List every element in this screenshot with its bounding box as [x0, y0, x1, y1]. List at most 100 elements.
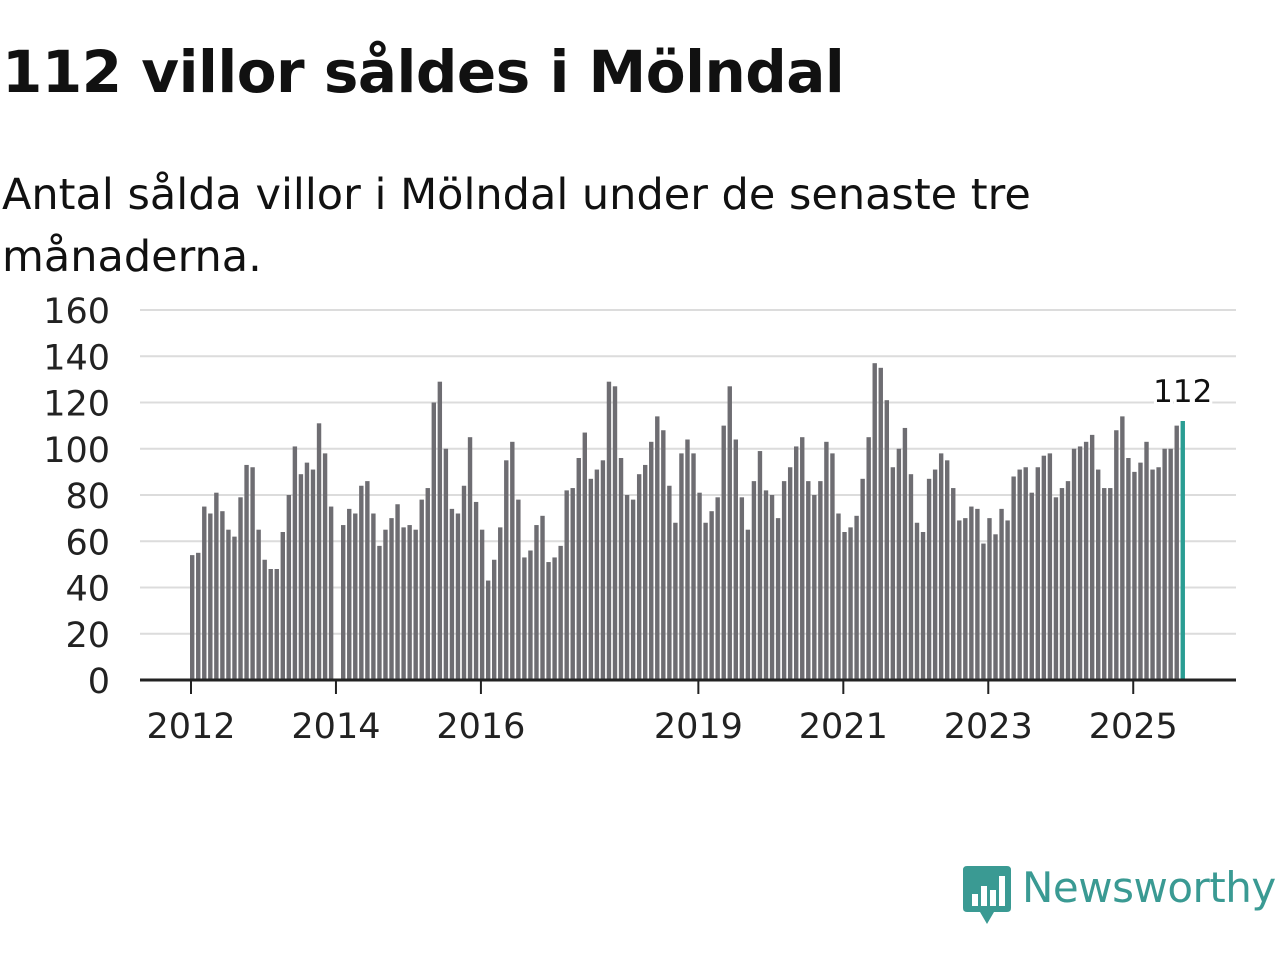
- bar: [462, 486, 466, 680]
- bar: [293, 446, 297, 680]
- bar: [915, 523, 919, 680]
- bar: [1108, 488, 1112, 680]
- bar: [625, 495, 629, 680]
- bar: [619, 458, 623, 680]
- bar: [583, 433, 587, 680]
- bar: [311, 470, 315, 680]
- y-axis-tick-labels: 020406080100120140160: [43, 292, 110, 702]
- bar: [897, 449, 901, 680]
- x-tick-label: 2014: [291, 707, 380, 747]
- bar: [1126, 458, 1130, 680]
- y-tick-label: 40: [65, 570, 110, 610]
- bar: [510, 442, 514, 680]
- bar: [1102, 488, 1106, 680]
- bar: [987, 518, 991, 680]
- bar: [305, 463, 309, 680]
- bar: [468, 437, 472, 680]
- bar: [722, 426, 726, 680]
- newsworthy-logo-icon: [962, 862, 1012, 926]
- bar: [842, 532, 846, 680]
- bar: [1132, 472, 1136, 680]
- bar: [250, 467, 254, 680]
- bar: [353, 514, 357, 681]
- bar: [214, 493, 218, 680]
- bar: [1024, 467, 1028, 680]
- bar: [323, 453, 327, 680]
- bar: [1011, 477, 1015, 681]
- bar: [341, 525, 345, 680]
- bar: [824, 442, 828, 680]
- bar: [643, 465, 647, 680]
- bar: [734, 440, 738, 681]
- bar: [190, 555, 194, 680]
- bar: [571, 488, 575, 680]
- bar: [540, 516, 544, 680]
- bar: [703, 523, 707, 680]
- bar: [1090, 435, 1094, 680]
- bar: [1060, 488, 1064, 680]
- bar: [522, 557, 526, 680]
- bar: [383, 530, 387, 680]
- y-tick-label: 80: [65, 477, 110, 517]
- bar: [921, 532, 925, 680]
- bar: [679, 453, 683, 680]
- bar: [1114, 430, 1118, 680]
- bar: [1054, 497, 1058, 680]
- bar: [281, 532, 285, 680]
- bar: [534, 525, 538, 680]
- bar: [691, 453, 695, 680]
- bar: [1017, 470, 1021, 680]
- bar: [287, 495, 291, 680]
- bar: [800, 437, 804, 680]
- bar: [933, 470, 937, 680]
- bar: [957, 520, 961, 680]
- bar: [903, 428, 907, 680]
- bar: [1048, 453, 1052, 680]
- bar: [413, 530, 417, 680]
- bar: [752, 481, 756, 680]
- bar: [1156, 467, 1160, 680]
- bar: [975, 509, 979, 680]
- bar: [1030, 493, 1034, 680]
- bar: [788, 467, 792, 680]
- bar: [1144, 442, 1148, 680]
- x-tick-label: 2012: [146, 707, 235, 747]
- bar: [764, 490, 768, 680]
- bar: [474, 502, 478, 680]
- bar: [782, 481, 786, 680]
- bar: [673, 523, 677, 680]
- y-tick-label: 140: [43, 338, 110, 378]
- bar: [1072, 449, 1076, 680]
- bar: [299, 474, 303, 680]
- bar: [480, 530, 484, 680]
- bar: [685, 440, 689, 681]
- bar: [1138, 463, 1142, 680]
- bar: [1120, 416, 1124, 680]
- bar: [546, 562, 550, 680]
- x-tick-label: 2021: [799, 707, 888, 747]
- newsworthy-logo: Newsworthy: [962, 862, 1276, 928]
- bar: [649, 442, 653, 680]
- bar: [1175, 426, 1179, 680]
- bar: [854, 516, 858, 680]
- bar: [359, 486, 363, 680]
- bar: [395, 504, 399, 680]
- bar: [401, 527, 405, 680]
- bar: [589, 479, 593, 680]
- bar: [607, 382, 611, 680]
- y-tick-label: 160: [43, 292, 110, 332]
- bar: [1042, 456, 1046, 680]
- bar: [432, 403, 436, 681]
- bar: [848, 527, 852, 680]
- bar: [347, 509, 351, 680]
- bars: [190, 363, 1185, 680]
- x-tick-label: 2025: [1089, 707, 1178, 747]
- bar: [256, 530, 260, 680]
- bar: [613, 386, 617, 680]
- highlighted-bar: [1181, 421, 1185, 680]
- bar: [444, 449, 448, 680]
- bar: [1168, 449, 1172, 680]
- y-tick-label: 100: [43, 431, 110, 471]
- y-tick-label: 0: [88, 662, 110, 702]
